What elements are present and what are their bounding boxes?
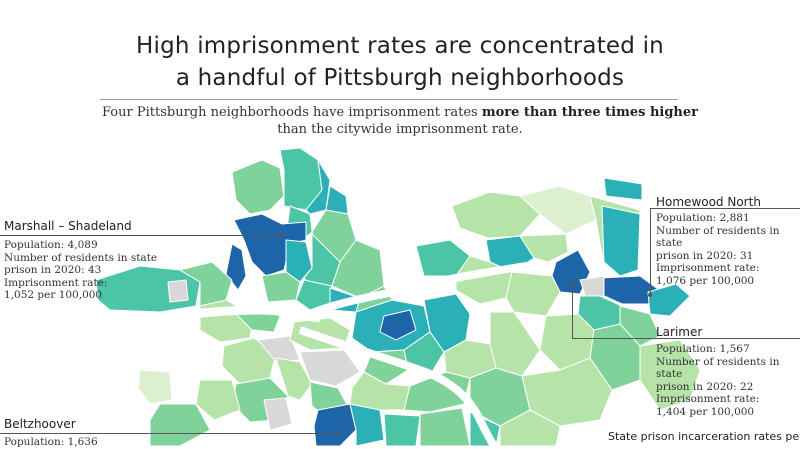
neighborhood[interactable] <box>639 339 701 411</box>
rate-value: 1,076 per 100,000 <box>656 274 755 287</box>
rate-label: Imprisonment rate: <box>656 393 760 406</box>
neighborhood-homewood-north[interactable] <box>601 205 641 277</box>
neighborhood[interactable] <box>499 409 561 446</box>
subtitle: Four Pittsburgh neighborhoods have impri… <box>0 104 800 138</box>
neighborhood[interactable] <box>195 379 241 421</box>
neighborhood[interactable] <box>257 335 301 363</box>
callout-title-homewood-north: Homewood North <box>656 195 761 209</box>
residents-line-1: Number of residents in state <box>656 224 780 250</box>
title-line-2: a handful of Pittsburgh neighborhoods <box>175 65 625 91</box>
callout-title-larimer: Larimer <box>656 325 703 339</box>
subtitle-text-2: than the citywide imprisonment rate. <box>277 122 523 137</box>
callout-dot-homewood <box>648 293 652 297</box>
neighborhood[interactable] <box>275 357 313 401</box>
residents-line-2: prison in 2020: 31 <box>656 249 754 262</box>
residents-line-1: Number of residents in state <box>4 251 158 264</box>
neighborhood[interactable] <box>619 305 661 347</box>
callout-line-larimer <box>572 284 573 338</box>
legend-title: State prison incarceration rates per <box>608 430 800 443</box>
callout-body-marshall-shadeland: Population: 4,089 Number of residents in… <box>4 239 164 302</box>
callout-dot-larimer <box>570 282 574 286</box>
neighborhood[interactable] <box>261 271 301 303</box>
residents-line-2: prison in 2020: 43 <box>4 264 102 277</box>
population: Population: 4,089 <box>4 239 98 251</box>
neighborhood[interactable] <box>263 397 293 431</box>
neighborhood[interactable] <box>325 185 349 215</box>
chart-title: High imprisonment rates are concentrated… <box>0 30 800 94</box>
east-neighborhoods <box>415 177 701 446</box>
neighborhood-beltzhoover[interactable] <box>313 403 357 446</box>
neighborhood[interactable] <box>149 403 211 446</box>
north-neighborhoods <box>225 147 393 313</box>
neighborhood[interactable] <box>647 283 691 317</box>
title-line-1: High imprisonment rates are concentrated… <box>136 33 664 59</box>
ohio-river <box>89 305 321 335</box>
callout-line-marshall <box>0 235 280 236</box>
rivers <box>89 260 541 446</box>
neighborhood[interactable] <box>349 403 385 446</box>
neighborhood[interactable] <box>383 413 421 446</box>
title-divider <box>100 99 678 100</box>
rate-value: 1,052 per 100,000 <box>4 289 103 302</box>
callout-dot-marshall <box>278 233 282 237</box>
callout-line-beltzhoover <box>0 433 340 434</box>
neighborhood[interactable] <box>603 177 643 201</box>
neighborhood[interactable] <box>489 311 541 377</box>
callout-line-larimer-h <box>572 338 800 339</box>
population: Population: 2,881 <box>656 212 750 224</box>
callout-title-beltzhoover: Beltzhoover <box>4 417 76 431</box>
rate-label: Imprisonment rate: <box>656 262 760 275</box>
subtitle-emphasis: more than three times higher <box>481 105 698 120</box>
neighborhood[interactable] <box>231 159 285 215</box>
neighborhood[interactable] <box>451 191 541 239</box>
west-neighborhoods <box>95 261 313 446</box>
rate-label: Imprisonment rate: <box>4 276 108 289</box>
neighborhood[interactable] <box>419 407 471 446</box>
neighborhood[interactable] <box>403 371 471 413</box>
neighborhood[interactable] <box>167 279 189 303</box>
population: Population: 1,636 <box>4 436 98 448</box>
neighborhood[interactable] <box>505 271 561 317</box>
neighborhood[interactable] <box>379 309 417 341</box>
callout-body-homewood-north: Population: 2,881 Number of residents in… <box>656 212 800 288</box>
subtitle-text-1: Four Pittsburgh neighborhoods have impri… <box>102 105 482 120</box>
callout-body-beltzhoover: Population: 1,636 <box>4 436 164 449</box>
neighborhood[interactable] <box>579 275 605 299</box>
rate-value: 1,404 per 100,000 <box>656 405 755 418</box>
monongahela-river <box>298 326 498 446</box>
callout-line-homewood <box>650 208 651 296</box>
neighborhood[interactable] <box>519 233 569 263</box>
callout-body-larimer: Population: 1,567 Number of residents in… <box>656 343 800 419</box>
neighborhood[interactable] <box>349 371 411 411</box>
population: Population: 1,567 <box>656 343 750 355</box>
callout-dot-beltzhoover <box>338 431 342 435</box>
callout-line-homewood-h <box>650 208 800 209</box>
residents-line-2: prison in 2020: 22 <box>656 380 754 393</box>
neighborhood[interactable] <box>137 369 173 405</box>
central-neighborhoods <box>289 293 497 446</box>
callout-title-marshall-shadeland: Marshall – Shadeland <box>4 219 132 233</box>
residents-line-1: Number of residents in state <box>656 355 780 381</box>
neighborhood[interactable] <box>299 349 361 387</box>
allegheny-river <box>298 260 541 322</box>
